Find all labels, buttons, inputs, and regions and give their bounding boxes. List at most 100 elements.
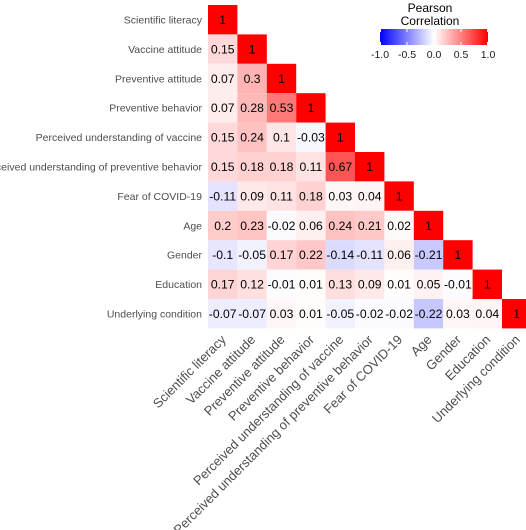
- heatmap-cell: [266, 240, 297, 270]
- heatmap-cell: [296, 299, 326, 329]
- heatmap-cell: [384, 299, 414, 329]
- cell-value-label: 0.05: [417, 278, 441, 292]
- heatmap-cell: [413, 210, 444, 241]
- cell-value-label: 0.03: [328, 189, 352, 203]
- heatmap-cell: [296, 181, 326, 211]
- cell-value-label: 0.24: [328, 219, 352, 233]
- heatmap-cell: [413, 299, 444, 329]
- heatmap-cell: [472, 269, 502, 299]
- cell-value-label: 0.24: [240, 131, 264, 145]
- heatmap-cell: [237, 152, 267, 182]
- heatmap-cell: [384, 240, 414, 270]
- heatmap-cell: [443, 299, 473, 329]
- cell-value-label: 0.1: [273, 131, 290, 145]
- cell-value-label: -0.05: [238, 248, 266, 262]
- row-label: Preventive behavior: [109, 103, 202, 115]
- heatmap-cell: [237, 63, 267, 94]
- cell-value-label: 1: [366, 160, 373, 174]
- cell-value-label: 1: [278, 72, 285, 86]
- cell-value-label: 0.15: [211, 160, 235, 174]
- cell-value-label: -0.22: [415, 307, 443, 321]
- heatmap-cell: [296, 269, 326, 299]
- heatmap-cell: [266, 63, 297, 94]
- cell-value-label: -0.11: [209, 189, 236, 203]
- row-label: Age: [183, 220, 202, 232]
- row-label: Perceived understanding of preventive be…: [0, 162, 202, 174]
- heatmap-cell: [384, 269, 414, 299]
- heatmap-cell: [266, 152, 297, 182]
- row-label: Perceived understanding of vaccine: [36, 132, 203, 144]
- row-label: Vaccine attitude: [128, 44, 202, 56]
- cell-value-label: 1: [219, 13, 226, 27]
- cell-value-label: 0.07: [211, 72, 235, 86]
- heatmap-cell: [296, 152, 326, 182]
- heatmap-cell: [355, 210, 385, 241]
- cell-value-label: 0.04: [358, 189, 382, 203]
- heatmap-cell: [325, 240, 355, 270]
- heatmap-cell: [296, 93, 326, 123]
- heatmap-cell: [266, 181, 297, 211]
- cell-value-label: 0.01: [299, 307, 323, 321]
- heatmap-cell: [325, 152, 355, 182]
- cell-value-label: 0.17: [270, 248, 294, 262]
- heatmap-cell: [266, 299, 297, 329]
- cell-value-label: -0.01: [268, 278, 296, 292]
- cell-value-label: 0.04: [475, 307, 499, 321]
- heatmap-cell: [208, 5, 238, 35]
- heatmap-cell: [208, 299, 238, 329]
- cell-value-label: 0.07: [211, 101, 235, 115]
- cell-value-label: 0.11: [299, 160, 322, 174]
- heatmap-cell: [325, 269, 355, 299]
- heatmap-cell: [384, 181, 414, 211]
- cell-value-label: 0.12: [240, 278, 264, 292]
- heatmap-cell: [266, 269, 297, 299]
- heatmap-cell: [296, 240, 326, 270]
- legend-tick-label: -0.5: [398, 49, 416, 61]
- heatmap-cell: [237, 299, 267, 329]
- cell-value-label: 0.22: [299, 248, 323, 262]
- cell-value-label: -0.01: [444, 278, 472, 292]
- heatmap-cell: [355, 152, 385, 182]
- cell-value-label: 0.15: [211, 42, 235, 56]
- cell-value-label: -0.1: [212, 248, 233, 262]
- heatmap-cell: [208, 240, 238, 270]
- cell-value-label: 0.28: [240, 101, 264, 115]
- cell-value-label: 0.06: [299, 219, 323, 233]
- heatmap-cell: [208, 210, 238, 241]
- row-label: Education: [155, 279, 202, 291]
- cell-value-label: 0.02: [387, 219, 411, 233]
- cell-value-label: 1: [308, 101, 315, 115]
- legend-tick-label: 0.0: [427, 49, 442, 61]
- legend-color-bar: [380, 29, 488, 45]
- heatmap-cells: [208, 5, 526, 329]
- heatmap-cell: [208, 152, 238, 182]
- row-labels: Scientific literacy Vaccine attitude Preve…: [0, 15, 203, 321]
- cell-value-label: 0.18: [270, 160, 294, 174]
- cell-value-label: 1: [455, 248, 462, 262]
- heatmap-cell: [325, 181, 355, 211]
- cell-value-label: -0.05: [326, 307, 354, 321]
- cell-value-label: 1: [337, 131, 344, 145]
- heatmap-cell: [355, 299, 385, 329]
- heatmap-cell: [237, 181, 267, 211]
- heatmap-cell: [237, 240, 267, 270]
- cell-value-label: 0.06: [387, 248, 411, 262]
- cell-value-label: 0.09: [240, 189, 264, 203]
- heatmap-cell: [237, 269, 267, 299]
- heatmap-cell: [355, 181, 385, 211]
- cell-value-label: 0.15: [211, 131, 235, 145]
- cell-value-label: 0.23: [240, 219, 264, 233]
- cell-value-label: 0.67: [328, 160, 352, 174]
- cell-value-label: 1: [513, 307, 520, 321]
- heatmap-cell: [208, 269, 238, 299]
- heatmap-cell: [237, 210, 267, 241]
- row-label: Scientific literacy: [124, 15, 203, 27]
- heatmap-cell: [237, 93, 267, 123]
- heatmap-cell: [208, 63, 238, 94]
- cell-value-label: 0.2: [214, 219, 231, 233]
- cell-value-label: -0.07: [209, 307, 237, 321]
- legend-tick-label: 1.0: [481, 49, 496, 61]
- heatmap-cell: [355, 269, 385, 299]
- heatmap-cell: [443, 269, 473, 299]
- cell-value-label: -0.14: [326, 248, 354, 262]
